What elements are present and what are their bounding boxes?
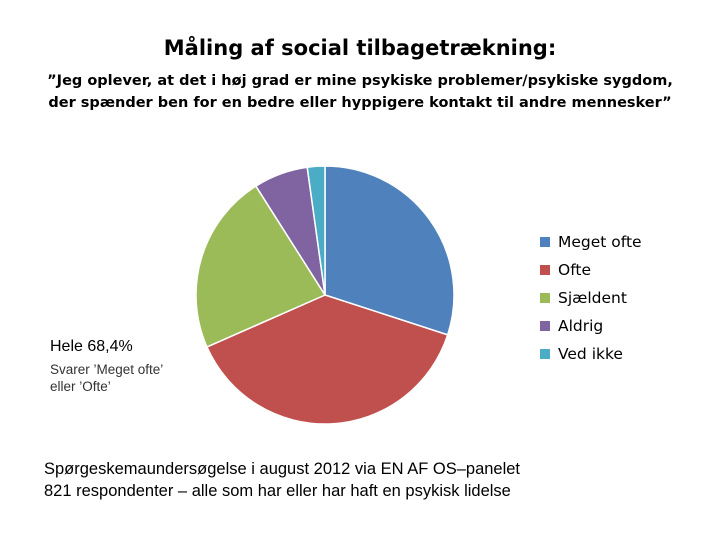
legend-label: Aldrig — [558, 317, 604, 335]
legend-swatch — [540, 321, 550, 331]
pie-slice-ofte — [205, 294, 449, 425]
footer-line-1: Spørgeskemaundersøgelse i august 2012 vi… — [44, 460, 521, 478]
legend-item-sjaeldent: Sjældent — [540, 284, 642, 312]
pie-chart — [195, 165, 455, 425]
legend-item-ved-ikke: Ved ikke — [540, 340, 642, 368]
legend-label: Ved ikke — [558, 345, 623, 363]
callout-title: Hele 68,4% — [50, 338, 133, 355]
legend-label: Sjældent — [558, 289, 627, 307]
pie-slice-meget-ofte — [324, 165, 455, 336]
footer-line-2: 821 respondenter – alle som har eller ha… — [44, 482, 511, 500]
legend-swatch — [540, 293, 550, 303]
legend-swatch — [540, 265, 550, 275]
legend-label: Meget ofte — [558, 233, 642, 251]
callout-text: Svarer ’Meget ofte’ eller ’Ofte’ — [50, 362, 163, 394]
page-subtitle: ”Jeg oplever, at det i høj grad er mine … — [47, 73, 673, 111]
legend-item-ofte: Ofte — [540, 256, 642, 284]
legend-swatch — [540, 349, 550, 359]
footer-note: Spørgeskemaundersøgelse i august 2012 vi… — [44, 458, 684, 502]
callout-box: Hele 68,4% Svarer ’Meget ofte’ eller ’Of… — [44, 334, 184, 410]
pie-slice-sjældent — [195, 185, 327, 348]
page-title: Måling af social tilbagetrækning: — [163, 36, 557, 60]
legend-label: Ofte — [558, 261, 591, 279]
legend-swatch — [540, 237, 550, 247]
pie-slice-ved-ikke — [306, 165, 326, 296]
legend-item-aldrig: Aldrig — [540, 312, 642, 340]
legend-item-meget-ofte: Meget ofte — [540, 228, 642, 256]
chart-legend: Meget ofte Ofte Sjældent Aldrig Ved ikke — [540, 228, 642, 368]
